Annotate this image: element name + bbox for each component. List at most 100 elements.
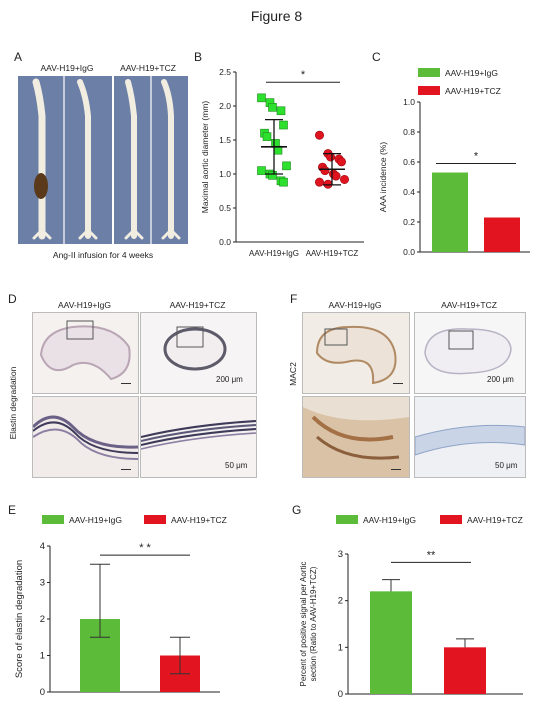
chart-b: 0.0 0.5 1.0 1.5 2.0 2.5 Maximal aortic diamete… <box>200 67 364 258</box>
panel-e-label: E <box>8 503 17 517</box>
panel-d-col-right: AAV-H19+TCZ <box>169 300 226 310</box>
aneurysm-lesion <box>34 173 48 199</box>
data-point <box>320 166 330 176</box>
legend-label: AAV-H19+TCZ <box>467 515 523 525</box>
legend-swatch <box>440 515 462 524</box>
legend-swatch <box>336 515 358 524</box>
micrograph-tcz-low: 200 μm <box>140 312 257 394</box>
aorta-specimen <box>161 79 181 240</box>
significance-marker: * <box>474 151 479 163</box>
data-point <box>315 177 325 187</box>
legend-label: AAV-H19+IgG <box>69 515 122 525</box>
micrograph-igg-low <box>32 312 139 394</box>
y-axis-label: Percent of positive signal per Aortic <box>299 562 308 687</box>
photo-background-left <box>18 76 112 244</box>
aorta-specimen <box>124 79 144 240</box>
legend-label: AAV-H19+IgG <box>445 68 498 78</box>
micrograph-mac2-tcz-high: 50 μm <box>414 396 526 478</box>
scale-bar-label: 50 μm <box>495 461 518 470</box>
micrograph-igg-high <box>32 396 139 478</box>
y-tick-label: 0.2 <box>403 217 415 227</box>
data-point <box>268 171 277 180</box>
data-point <box>331 171 341 181</box>
panel-f-row-label: MAC2 <box>288 362 298 386</box>
y-tick-label: 3 <box>40 578 45 589</box>
chart-g: 0 1 2 3 Percent of positive signal per Aorti… <box>299 515 523 700</box>
y-tick-label: 0.5 <box>219 203 231 213</box>
panel-c-label: C <box>372 50 381 64</box>
micrograph-mac2-igg-low <box>302 312 410 394</box>
y-tick-label: 0.0 <box>219 237 231 247</box>
legend-swatch <box>42 515 64 524</box>
data-point <box>276 106 286 116</box>
y-tick-label: 1.0 <box>403 97 415 107</box>
x-tick-label: AAV-H19+IgG <box>249 249 299 258</box>
panel-a-caption: Ang-II infusion for 4 weeks <box>52 250 154 260</box>
y-tick-label: 0 <box>338 689 343 700</box>
data-point <box>257 93 266 103</box>
data-point <box>337 157 347 167</box>
panel-f-label: F <box>290 292 298 306</box>
legend-label: AAV-H19+TCZ <box>445 86 501 96</box>
bar <box>484 217 520 252</box>
y-tick-label: 0.0 <box>403 247 415 257</box>
y-tick-label: 4 <box>40 541 45 552</box>
legend-swatch <box>418 68 440 77</box>
y-tick-label: 1 <box>40 651 45 662</box>
significance-marker: * * <box>139 542 151 554</box>
panel-a-group-right: AAV-H19+TCZ <box>120 63 176 73</box>
data-point <box>262 132 272 141</box>
significance-marker: ** <box>427 549 436 561</box>
y-tick-label: 1 <box>338 642 343 653</box>
data-point <box>279 177 288 187</box>
chart-e: 0 1 2 3 4 Score of elastin degradation AAV-H19… <box>14 515 227 698</box>
y-tick-label: 2.0 <box>219 101 231 111</box>
aorta-specimen <box>32 78 52 240</box>
data-point <box>315 130 325 140</box>
scale-bar-label: 200 μm <box>487 375 514 384</box>
bar <box>370 591 412 694</box>
significance-marker: * <box>301 69 306 81</box>
y-tick-label: 0.4 <box>403 187 415 197</box>
figure-title: Figure 8 <box>250 8 303 24</box>
panel-b-label: B <box>194 50 203 64</box>
panel-g-label: G <box>292 503 302 517</box>
y-tick-label: 0.6 <box>403 157 415 167</box>
micrograph-mac2-igg-high <box>302 396 410 478</box>
micrograph-tcz-high: 50 μm <box>140 396 257 478</box>
panel-d-row-label: Elastin degradation <box>8 366 18 440</box>
y-axis-label: AAA incidence (%) <box>378 142 388 213</box>
panel-f-col-right: AAV-H19+TCZ <box>441 300 497 310</box>
aorta-specimen <box>77 79 98 240</box>
legend-label: AAV-H19+IgG <box>363 515 416 525</box>
chart-c: 0.0 0.2 0.4 0.6 0.8 1.0 AAA incidence (%) AAV-H… <box>378 68 530 257</box>
y-axis-label: section (Ratio to AAV-H19+TCZ) <box>309 566 318 681</box>
x-tick-label: AAV-H19+TCZ <box>306 249 359 258</box>
y-tick-label: 1.5 <box>219 135 231 145</box>
bar <box>444 647 486 694</box>
y-tick-label: 2.5 <box>219 67 231 77</box>
scale-bar-label: 50 μm <box>225 461 248 470</box>
data-point <box>282 161 291 171</box>
legend-label: AAV-H19+TCZ <box>171 515 227 525</box>
scale-bar-label: 200 μm <box>216 375 243 384</box>
panel-a-group-left: AAV-H19+IgG <box>40 63 94 73</box>
panel-d-label: D <box>8 292 17 306</box>
y-tick-label: 0.8 <box>403 127 415 137</box>
panel-d-col-left: AAV-H19+IgG <box>58 300 111 310</box>
legend-swatch <box>144 515 166 524</box>
y-axis-label: Maximal aortic diameter (mm) <box>200 101 210 214</box>
aorta-photos <box>18 76 188 244</box>
y-axis-label: Score of elastin degradation <box>14 560 25 678</box>
bar <box>432 172 468 252</box>
y-tick-label: 1.0 <box>219 169 231 179</box>
data-point <box>279 120 288 130</box>
data-point <box>340 174 350 184</box>
legend-swatch <box>418 86 440 95</box>
panel-f-col-left: AAV-H19+IgG <box>328 300 382 310</box>
data-point <box>257 166 266 175</box>
y-tick-label: 3 <box>338 549 343 560</box>
micrograph-mac2-tcz-low: 200 μm <box>414 312 526 394</box>
data-point <box>323 179 333 189</box>
panel-a-label: A <box>14 50 23 64</box>
